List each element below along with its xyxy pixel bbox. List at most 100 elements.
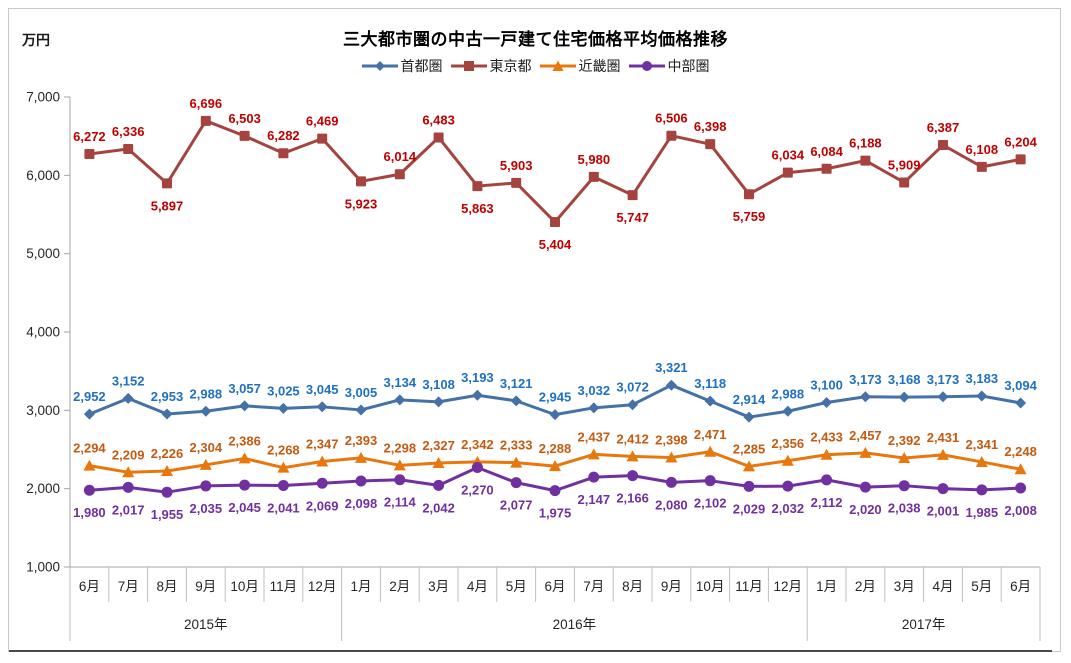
marker-shutoken bbox=[704, 395, 716, 407]
data-label-chubu: 1,980 bbox=[73, 505, 106, 520]
marker-tokyo bbox=[356, 176, 366, 187]
data-label-tokyo: 6,469 bbox=[306, 114, 339, 129]
marker-kinki bbox=[316, 455, 329, 467]
marker-tokyo bbox=[899, 177, 910, 188]
y-axis-tick-label: 5,000 bbox=[26, 246, 60, 261]
chart-title: 三大都市圏の中古一戸建て住宅価格平均価格推移 bbox=[343, 30, 728, 49]
marker-chubu bbox=[200, 480, 212, 492]
marker-kinki bbox=[587, 448, 600, 460]
marker-shutoken bbox=[898, 391, 910, 403]
month-label: 6月 bbox=[79, 579, 100, 594]
data-label-kinki: 2,431 bbox=[927, 430, 960, 445]
month-label: 5月 bbox=[506, 579, 527, 594]
legend-item-label: 中部圏 bbox=[667, 58, 710, 74]
marker-shutoken bbox=[122, 392, 134, 404]
month-label: 10月 bbox=[696, 579, 725, 594]
data-label-shutoken: 3,321 bbox=[655, 360, 688, 375]
marker-tokyo bbox=[938, 140, 948, 151]
month-label: 1月 bbox=[816, 579, 837, 594]
legend: 首都圏 東京都 近畿圏 中部圏 bbox=[0, 56, 1071, 76]
month-label: 10月 bbox=[230, 579, 259, 594]
marker-kinki bbox=[161, 464, 173, 476]
legend-item-tokyo: 東京都 bbox=[450, 56, 532, 76]
data-label-shutoken: 2,952 bbox=[73, 389, 106, 404]
data-label-chubu: 2,102 bbox=[694, 496, 727, 511]
y-axis-tick-label: 2,000 bbox=[26, 481, 60, 496]
marker-shutoken bbox=[471, 389, 483, 401]
month-label: 12月 bbox=[774, 579, 803, 594]
data-label-tokyo: 6,503 bbox=[228, 111, 261, 126]
marker-shutoken bbox=[1015, 397, 1027, 409]
y-axis-tick-label: 1,000 bbox=[26, 560, 60, 575]
data-label-chubu: 2,098 bbox=[345, 496, 378, 511]
data-label-kinki: 2,333 bbox=[500, 438, 533, 453]
marker-kinki bbox=[665, 451, 678, 463]
month-label: 9月 bbox=[661, 579, 682, 594]
marker-shutoken bbox=[510, 395, 522, 407]
marker-shutoken bbox=[200, 405, 212, 417]
marker-shutoken bbox=[277, 402, 289, 414]
marker-kinki bbox=[743, 460, 755, 472]
data-label-shutoken: 3,168 bbox=[888, 372, 921, 387]
marker-kinki bbox=[781, 454, 794, 466]
marker-kinki bbox=[626, 450, 639, 462]
data-label-chubu: 2,001 bbox=[927, 504, 960, 519]
marker-kinki bbox=[937, 448, 949, 460]
month-label: 4月 bbox=[932, 579, 953, 594]
marker-tokyo bbox=[84, 149, 95, 160]
data-label-kinki: 2,412 bbox=[616, 431, 649, 446]
marker-chubu bbox=[161, 486, 173, 498]
data-label-tokyo: 5,863 bbox=[461, 201, 494, 216]
marker-chubu bbox=[859, 481, 871, 493]
marker-shutoken bbox=[665, 379, 677, 391]
data-label-tokyo: 6,272 bbox=[73, 129, 106, 144]
data-label-shutoken: 3,057 bbox=[228, 381, 261, 396]
data-label-tokyo: 6,483 bbox=[422, 112, 455, 127]
month-label: 3月 bbox=[894, 579, 915, 594]
marker-chubu bbox=[782, 480, 794, 492]
marker-kinki bbox=[820, 448, 833, 460]
data-label-chubu: 2,035 bbox=[190, 501, 223, 516]
data-label-kinki: 2,386 bbox=[228, 433, 261, 448]
data-label-shutoken: 3,094 bbox=[1004, 378, 1037, 393]
data-label-chubu: 2,032 bbox=[772, 501, 805, 516]
marker-chubu bbox=[239, 479, 251, 491]
marker-chubu bbox=[433, 479, 445, 491]
marker-chubu bbox=[471, 462, 483, 474]
data-label-shutoken: 3,173 bbox=[927, 372, 960, 387]
legend-marker-tokyo-icon bbox=[450, 61, 487, 71]
data-label-kinki: 2,433 bbox=[810, 430, 843, 445]
data-label-chubu: 2,038 bbox=[888, 501, 921, 516]
data-label-shutoken: 3,045 bbox=[306, 382, 339, 397]
marker-shutoken bbox=[976, 390, 988, 402]
marker-chubu bbox=[1015, 482, 1027, 494]
data-label-shutoken: 2,945 bbox=[539, 390, 572, 405]
legend-item-label: 東京都 bbox=[489, 58, 532, 74]
month-label: 7月 bbox=[583, 579, 604, 594]
marker-tokyo bbox=[433, 132, 444, 143]
marker-shutoken bbox=[433, 396, 445, 408]
data-label-shutoken: 3,183 bbox=[966, 371, 999, 386]
data-label-chubu: 2,020 bbox=[849, 502, 882, 517]
data-label-shutoken: 3,072 bbox=[616, 380, 649, 395]
data-label-chubu: 1,985 bbox=[966, 505, 999, 520]
marker-tokyo bbox=[744, 189, 754, 200]
marker-kinki bbox=[510, 456, 523, 468]
data-label-tokyo: 6,034 bbox=[772, 148, 805, 163]
data-label-tokyo: 6,204 bbox=[1004, 134, 1037, 149]
legend-marker-kinki-icon bbox=[539, 60, 576, 71]
marker-chubu bbox=[743, 480, 755, 492]
marker-kinki bbox=[898, 451, 911, 463]
marker-chubu bbox=[277, 479, 289, 491]
data-label-chubu: 2,080 bbox=[655, 497, 688, 512]
data-label-shutoken: 3,118 bbox=[694, 376, 726, 391]
data-label-shutoken: 2,988 bbox=[772, 386, 805, 401]
data-label-kinki: 2,392 bbox=[888, 433, 921, 448]
marker-kinki bbox=[277, 461, 290, 473]
marker-tokyo bbox=[394, 169, 405, 180]
marker-tokyo bbox=[627, 190, 638, 201]
marker-chubu bbox=[122, 481, 134, 493]
month-label: 7月 bbox=[118, 579, 139, 594]
marker-chubu bbox=[394, 474, 406, 486]
